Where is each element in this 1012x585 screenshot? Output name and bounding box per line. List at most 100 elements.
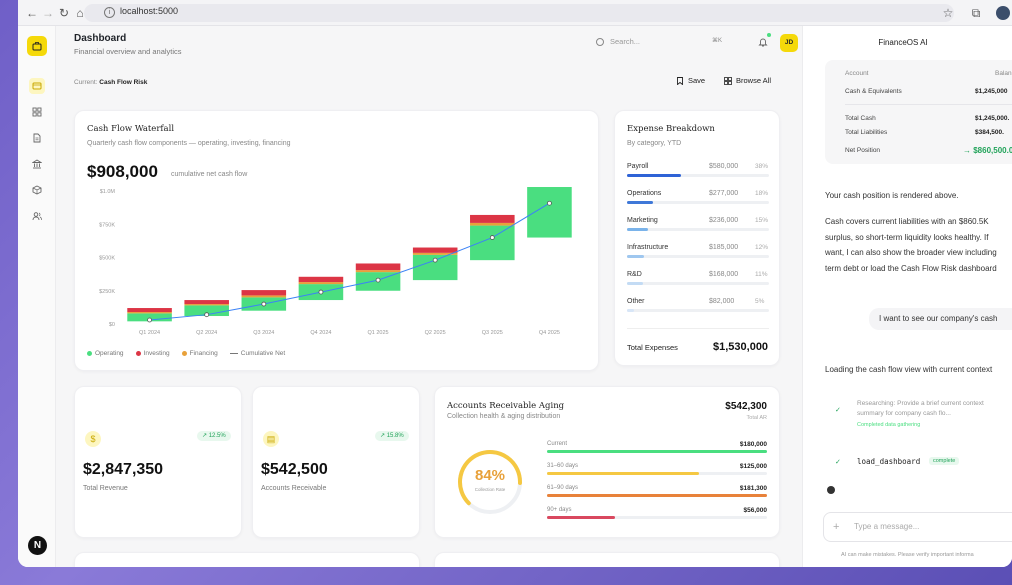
cumulative-net-point[interactable] — [547, 200, 552, 206]
bookmark-star-icon[interactable]: ☆ — [942, 6, 954, 20]
expense-name: Payroll — [627, 163, 649, 170]
row-label: Net Position — [845, 147, 881, 154]
bar-financing[interactable] — [412, 252, 458, 255]
aging-label: 61–90 days — [547, 485, 579, 491]
bar-investing[interactable] — [241, 290, 287, 296]
bar-financing[interactable] — [298, 282, 344, 285]
home-icon[interactable]: ⌂ — [76, 6, 84, 20]
site-info-icon[interactable]: i — [104, 7, 115, 18]
table-row: Net Position → $860,500.0 — [845, 146, 1012, 155]
sidebar-item-packages[interactable] — [29, 182, 45, 198]
aging-row[interactable]: 61–90 days $181,300 — [547, 485, 767, 499]
aging-row[interactable]: 90+ days $56,000 — [547, 507, 767, 521]
bell-icon[interactable] — [758, 37, 768, 47]
cumulative-net-point[interactable] — [147, 317, 152, 323]
kpi-card-revenue: $ ↗ 12.5% $2,847,350 Total Revenue — [74, 386, 242, 538]
tool-call-research[interactable]: ✓ Researching: Provide a brief current c… — [825, 400, 1012, 436]
legend-swatch — [181, 351, 187, 356]
bar-investing[interactable] — [298, 276, 344, 283]
sidebar-item-bank[interactable] — [29, 156, 45, 172]
save-button[interactable]: Save — [676, 76, 705, 85]
sidebar-item-documents[interactable] — [29, 130, 45, 146]
back-icon[interactable]: ← — [26, 6, 38, 20]
message-input[interactable]: Type a message... — [854, 522, 920, 531]
waterfall-title: Cash Flow Waterfall — [87, 124, 175, 134]
message-composer[interactable]: + Type a message... — [823, 512, 1012, 542]
main-content: Dashboard Financial overview and analyti… — [56, 26, 819, 567]
bar-financing[interactable] — [184, 304, 229, 306]
cumulative-net-point[interactable] — [432, 257, 438, 263]
legend-item: Financing — [181, 350, 218, 357]
expense-row[interactable]: Marketing $236,000 15% — [627, 217, 769, 237]
tool-call-load-dashboard[interactable]: ✓ load_dashboard complete — [825, 456, 1012, 470]
search-box[interactable]: Search... ⌘K — [596, 36, 726, 50]
bar-financing[interactable] — [355, 270, 401, 273]
waterfall-legend: Operating Investing Financing Cumulative Ne… — [87, 350, 285, 357]
plus-icon[interactable]: + — [833, 521, 840, 533]
next-js-badge[interactable]: N — [28, 536, 47, 555]
profile-avatar[interactable] — [996, 6, 1010, 20]
bar-investing[interactable] — [127, 308, 172, 313]
assistant-message: Loading the cash flow view with current … — [825, 365, 993, 374]
expense-bar-fill — [627, 201, 653, 204]
expense-row[interactable]: R&D $168,000 11% — [627, 271, 769, 291]
cumulative-net-point[interactable] — [261, 301, 267, 307]
row-value: $1,245,000. — [975, 115, 1010, 122]
bar-investing[interactable] — [412, 247, 458, 253]
expense-bar-fill — [627, 255, 645, 258]
user-avatar[interactable]: JD — [780, 34, 798, 52]
aging-bar-fill — [547, 516, 616, 519]
bar-investing[interactable] — [470, 214, 515, 223]
expense-total-value: $1,530,000 — [713, 341, 769, 353]
expense-bar-fill — [627, 174, 681, 177]
sidebar-item-grid[interactable] — [29, 104, 45, 120]
x-tick-label: Q2 2024 — [196, 330, 217, 336]
expense-percent: 5% — [755, 298, 765, 305]
expense-name: Marketing — [627, 217, 658, 224]
expense-row[interactable]: Infrastructure $185,000 12% — [627, 244, 769, 264]
aging-row[interactable]: Current $180,000 — [547, 441, 767, 455]
assistant-message-line: Cash covers current liabilities with an … — [825, 217, 989, 226]
reload-icon[interactable]: ↻ — [58, 6, 70, 20]
table-row: Total Liabilities $384,500. — [845, 129, 1012, 136]
expense-row[interactable]: Other $82,000 5% — [627, 298, 769, 318]
aging-amount: $125,000 — [739, 463, 767, 470]
bar-investing[interactable] — [184, 300, 229, 305]
bar-financing[interactable] — [127, 312, 172, 314]
tool-call-status: Completed data gathering — [857, 422, 921, 428]
grid-icon — [32, 107, 42, 117]
legend-label: Cumulative Net — [240, 350, 286, 357]
aging-label: 31–60 days — [547, 463, 579, 469]
expense-row[interactable]: Operations $277,000 18% — [627, 190, 769, 210]
sidebar-item-users[interactable] — [29, 208, 45, 224]
bar-investing[interactable] — [355, 263, 401, 271]
sidebar-item-dashboard[interactable] — [29, 78, 45, 94]
expense-bar-fill — [627, 282, 643, 285]
bar-operating[interactable] — [127, 313, 172, 322]
legend-swatch — [229, 352, 238, 355]
cumulative-net-point[interactable] — [375, 277, 381, 283]
wallet-icon — [32, 82, 42, 90]
expense-row[interactable]: Payroll $580,000 38% — [627, 163, 769, 183]
cumulative-net-point[interactable] — [204, 312, 210, 318]
bar-financing[interactable] — [241, 295, 287, 298]
browse-all-button[interactable]: Browse All — [724, 76, 771, 85]
browser-window: ← → ↻ ⌂ i localhost:5000 ☆ ⧉ — [18, 0, 1012, 567]
y-tick-label: $500K — [99, 256, 115, 262]
app-logo[interactable] — [27, 36, 47, 56]
tool-name: load_dashboard — [857, 457, 921, 466]
address-bar[interactable]: i localhost:5000 — [84, 4, 954, 22]
aging-row[interactable]: 31–60 days $125,000 — [547, 463, 767, 477]
cumulative-net-point[interactable] — [489, 235, 495, 240]
expense-bar-track — [627, 174, 769, 177]
bar-financing[interactable] — [470, 222, 515, 226]
y-tick-label: $750K — [99, 222, 115, 228]
bar-operating[interactable] — [470, 225, 515, 261]
forward-icon[interactable]: → — [42, 6, 54, 20]
aging-bar-fill — [547, 494, 767, 497]
cumulative-net-point[interactable] — [318, 289, 324, 295]
bar-operating[interactable] — [184, 305, 229, 317]
expense-bar-track — [627, 228, 769, 231]
bookmark-icon — [677, 76, 683, 85]
extensions-icon[interactable]: ⧉ — [971, 6, 981, 20]
